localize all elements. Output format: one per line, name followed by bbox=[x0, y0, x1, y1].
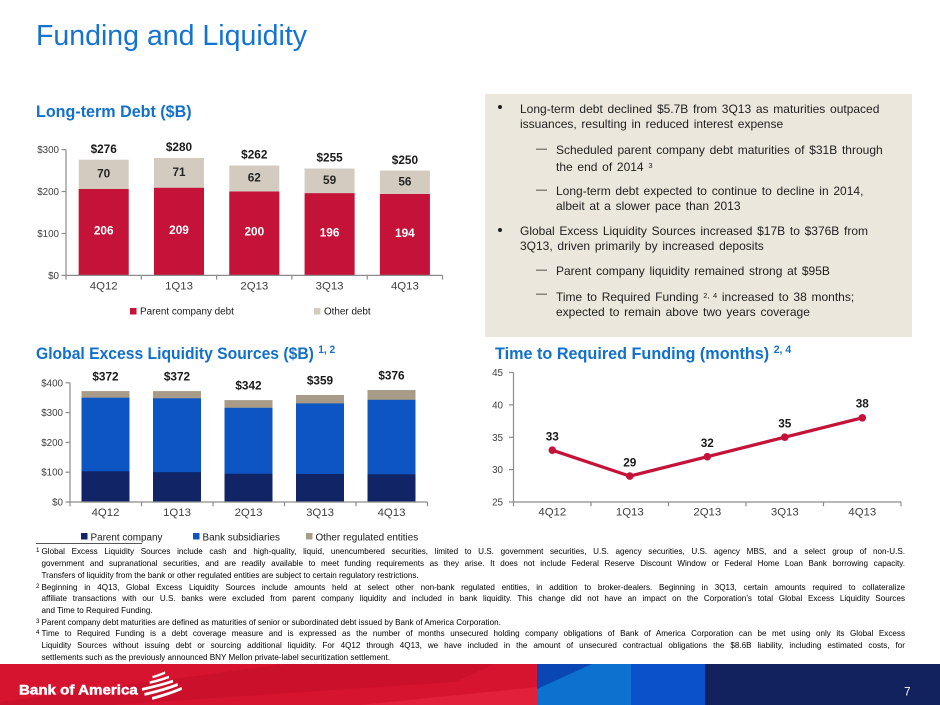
svg-text:4Q13: 4Q13 bbox=[848, 507, 876, 519]
svg-text:1Q13: 1Q13 bbox=[165, 281, 193, 293]
svg-text:194: 194 bbox=[395, 226, 415, 240]
svg-text:38: 38 bbox=[856, 397, 870, 411]
svg-text:$200: $200 bbox=[41, 438, 63, 449]
svg-text:Other debt: Other debt bbox=[324, 307, 371, 318]
svg-text:$400: $400 bbox=[41, 378, 63, 389]
svg-text:4Q12: 4Q12 bbox=[90, 281, 118, 293]
svg-text:$372: $372 bbox=[164, 370, 191, 384]
svg-text:$359: $359 bbox=[307, 374, 334, 388]
svg-text:4Q13: 4Q13 bbox=[378, 507, 406, 519]
svg-text:4Q12: 4Q12 bbox=[538, 507, 566, 519]
svg-text:3Q13: 3Q13 bbox=[316, 281, 344, 293]
svg-text:45: 45 bbox=[492, 368, 503, 379]
svg-text:35: 35 bbox=[492, 433, 503, 444]
svg-text:Bank subsidiaries: Bank subsidiaries bbox=[203, 532, 280, 543]
svg-text:$276: $276 bbox=[91, 142, 118, 156]
svg-text:35: 35 bbox=[778, 416, 792, 430]
svg-text:Parent company: Parent company bbox=[91, 532, 163, 543]
svg-text:$100: $100 bbox=[41, 468, 63, 479]
svg-text:Other regulated entities: Other regulated entities bbox=[316, 532, 419, 543]
svg-text:Parent company debt: Parent company debt bbox=[140, 307, 234, 318]
svg-text:$280: $280 bbox=[166, 140, 193, 154]
svg-text:$0: $0 bbox=[52, 498, 63, 509]
svg-text:2Q13: 2Q13 bbox=[235, 507, 263, 519]
svg-text:7: 7 bbox=[904, 687, 910, 699]
svg-text:40: 40 bbox=[492, 400, 503, 411]
svg-text:200: 200 bbox=[244, 225, 264, 239]
svg-text:25: 25 bbox=[492, 498, 503, 509]
svg-text:$255: $255 bbox=[316, 151, 343, 165]
svg-text:Bank of America: Bank of America bbox=[19, 683, 139, 698]
svg-text:$300: $300 bbox=[41, 408, 63, 419]
svg-text:$0: $0 bbox=[48, 271, 59, 282]
svg-text:$372: $372 bbox=[92, 370, 119, 384]
svg-text:$376: $376 bbox=[378, 369, 405, 383]
svg-text:71: 71 bbox=[172, 165, 186, 179]
svg-text:29: 29 bbox=[623, 455, 637, 469]
svg-text:1Q13: 1Q13 bbox=[163, 507, 191, 519]
svg-text:56: 56 bbox=[398, 175, 412, 189]
svg-text:30: 30 bbox=[492, 465, 503, 476]
svg-text:3Q13: 3Q13 bbox=[306, 507, 334, 519]
svg-text:33: 33 bbox=[546, 429, 560, 443]
svg-text:209: 209 bbox=[169, 223, 189, 237]
svg-text:59: 59 bbox=[323, 173, 337, 187]
svg-text:$262: $262 bbox=[241, 148, 268, 162]
svg-text:206: 206 bbox=[94, 223, 114, 237]
svg-text:1Q13: 1Q13 bbox=[616, 507, 644, 519]
svg-text:$250: $250 bbox=[392, 153, 419, 167]
svg-text:$200: $200 bbox=[37, 187, 59, 198]
svg-text:4Q13: 4Q13 bbox=[391, 281, 419, 293]
svg-text:2Q13: 2Q13 bbox=[693, 507, 721, 519]
svg-text:4Q12: 4Q12 bbox=[92, 507, 120, 519]
svg-text:$342: $342 bbox=[235, 379, 262, 393]
svg-text:32: 32 bbox=[701, 436, 715, 450]
svg-text:3Q13: 3Q13 bbox=[771, 507, 799, 519]
svg-text:196: 196 bbox=[320, 226, 340, 240]
svg-text:2Q13: 2Q13 bbox=[240, 281, 268, 293]
svg-text:$300: $300 bbox=[37, 145, 59, 156]
svg-text:70: 70 bbox=[97, 167, 111, 181]
svg-text:$100: $100 bbox=[37, 229, 59, 240]
svg-text:62: 62 bbox=[248, 171, 262, 185]
